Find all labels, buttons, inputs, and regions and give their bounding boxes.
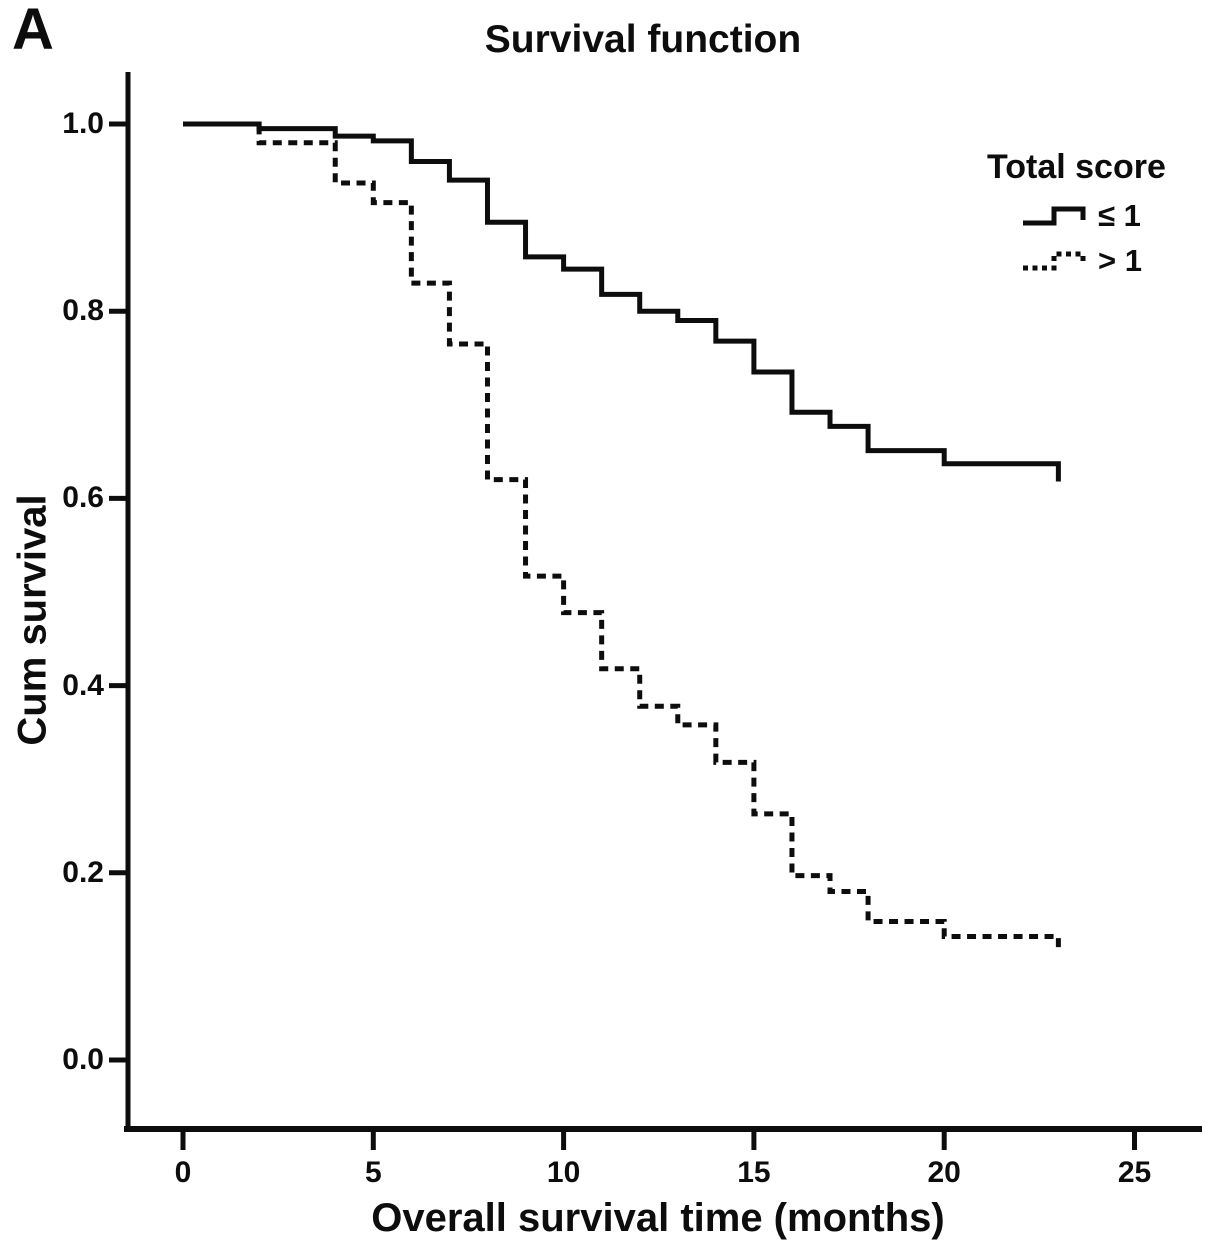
survival-curve-dashed xyxy=(183,121,1061,952)
y-tick-label: 0.8 xyxy=(62,294,104,328)
legend-line-solid-icon xyxy=(1023,206,1086,226)
x-tick-label: 15 xyxy=(737,1156,771,1189)
y-tick-label: 0.0 xyxy=(62,1043,104,1076)
legend-sample-solid xyxy=(1023,206,1086,226)
legend-entry-label: ≤ 1 xyxy=(1098,198,1141,233)
x-tick-label: 25 xyxy=(1117,1156,1152,1189)
x-tick-label: 0 xyxy=(174,1156,192,1189)
x-tick-label: 5 xyxy=(364,1156,382,1189)
legend-entry-le1: ≤ 1 xyxy=(1022,198,1205,233)
x-axis-label: Overall survival time (months) xyxy=(371,1196,945,1240)
x-tick-label: 20 xyxy=(927,1156,961,1189)
x-tick-label: 10 xyxy=(546,1156,581,1189)
y-tick-label: 1.0 xyxy=(62,107,104,140)
legend-title: Total score xyxy=(987,148,1166,186)
legend: Total score ≤ 1 > 1 xyxy=(980,148,1205,278)
y-tick-label: 0.4 xyxy=(62,668,104,702)
legend-entry-gt1: > 1 xyxy=(1022,243,1205,278)
y-tick-label: 0.2 xyxy=(62,855,104,889)
panel-label: A xyxy=(12,0,54,62)
legend-entry-label: > 1 xyxy=(1098,243,1142,278)
survival-curve-solid xyxy=(183,121,1061,482)
legend-line-dashed-icon xyxy=(1023,251,1086,271)
legend-sample-dashed xyxy=(1023,251,1086,271)
chart-title: Survival function xyxy=(484,18,802,61)
y-tick-label: 0.6 xyxy=(62,481,104,515)
